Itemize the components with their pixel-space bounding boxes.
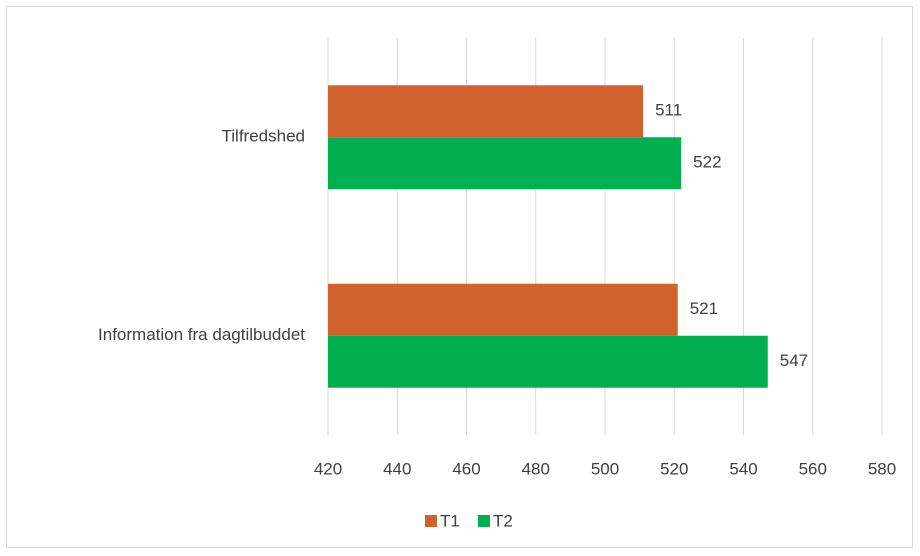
category-label: Information fra dagtilbuddet xyxy=(98,325,305,344)
x-tick-label: 480 xyxy=(522,459,550,478)
legend-swatch xyxy=(425,515,437,527)
x-tick-label: 440 xyxy=(383,459,411,478)
value-label: 511 xyxy=(655,101,682,120)
x-tick-label: 580 xyxy=(868,459,896,478)
x-tick-label: 520 xyxy=(660,459,688,478)
legend-label: T1 xyxy=(440,511,460,530)
x-tick-label: 540 xyxy=(729,459,757,478)
category-label: Tilfredshed xyxy=(222,127,305,146)
bar xyxy=(328,85,644,138)
legend-label: T2 xyxy=(493,511,513,530)
x-tick-label: 560 xyxy=(799,459,827,478)
value-label: 521 xyxy=(690,299,718,318)
x-tick-label: 500 xyxy=(591,459,619,478)
value-label: 522 xyxy=(693,153,721,172)
x-tick-label: 420 xyxy=(314,459,342,478)
legend-swatch xyxy=(478,515,490,527)
bar xyxy=(328,335,768,388)
value-label: 547 xyxy=(780,351,808,370)
bar xyxy=(328,283,678,336)
bar xyxy=(328,137,682,190)
x-tick-label: 460 xyxy=(452,459,480,478)
